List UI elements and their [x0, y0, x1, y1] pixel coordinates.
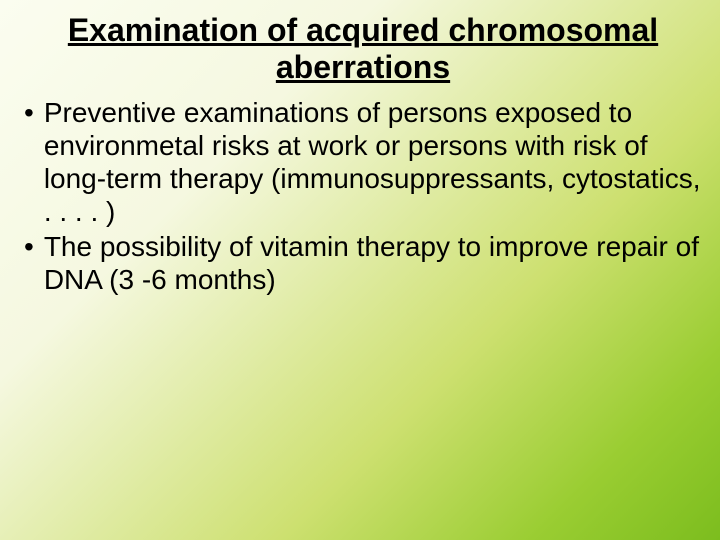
bullet-item: • The possibility of vitamin therapy to … — [24, 230, 702, 296]
slide-body: • Preventive examinations of persons exp… — [24, 96, 702, 296]
bullet-item: • Preventive examinations of persons exp… — [24, 96, 702, 228]
bullet-mark-icon: • — [24, 230, 34, 263]
slide: Examination of acquired chromosomal aber… — [0, 0, 720, 540]
slide-title: Examination of acquired chromosomal aber… — [24, 12, 702, 86]
bullet-text: The possibility of vitamin therapy to im… — [44, 230, 702, 296]
bullet-mark-icon: • — [24, 96, 34, 129]
bullet-text: Preventive examinations of persons expos… — [44, 96, 702, 228]
